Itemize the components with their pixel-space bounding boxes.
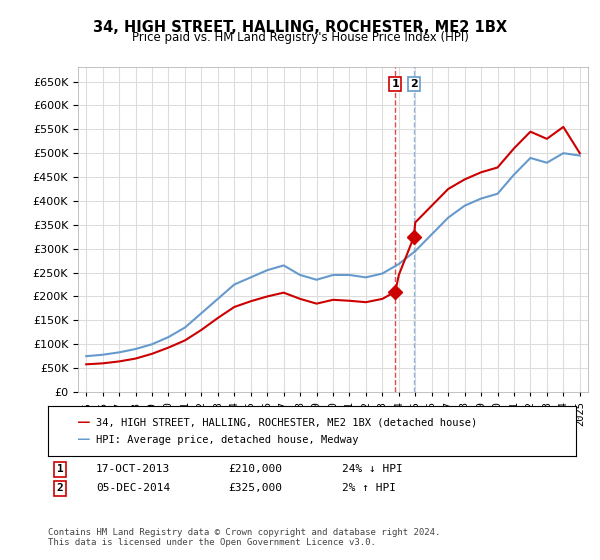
Text: £325,000: £325,000 <box>228 483 282 493</box>
Text: 34, HIGH STREET, HALLING, ROCHESTER, ME2 1BX (detached house): 34, HIGH STREET, HALLING, ROCHESTER, ME2… <box>96 418 477 428</box>
Text: 05-DEC-2014: 05-DEC-2014 <box>96 483 170 493</box>
Text: HPI: Average price, detached house, Medway: HPI: Average price, detached house, Medw… <box>96 435 359 445</box>
Text: Price paid vs. HM Land Registry's House Price Index (HPI): Price paid vs. HM Land Registry's House … <box>131 31 469 44</box>
Text: —: — <box>78 430 90 449</box>
Text: 1: 1 <box>391 79 399 89</box>
Text: 24% ↓ HPI: 24% ↓ HPI <box>342 464 403 474</box>
Text: 17-OCT-2013: 17-OCT-2013 <box>96 464 170 474</box>
Text: Contains HM Land Registry data © Crown copyright and database right 2024.
This d: Contains HM Land Registry data © Crown c… <box>48 528 440 547</box>
Text: £210,000: £210,000 <box>228 464 282 474</box>
Text: 2% ↑ HPI: 2% ↑ HPI <box>342 483 396 493</box>
Text: 34, HIGH STREET, HALLING, ROCHESTER, ME2 1BX: 34, HIGH STREET, HALLING, ROCHESTER, ME2… <box>93 20 507 35</box>
Text: 2: 2 <box>410 79 418 89</box>
Text: 1: 1 <box>56 464 64 474</box>
Text: 2: 2 <box>56 483 64 493</box>
Text: —: — <box>78 413 90 432</box>
